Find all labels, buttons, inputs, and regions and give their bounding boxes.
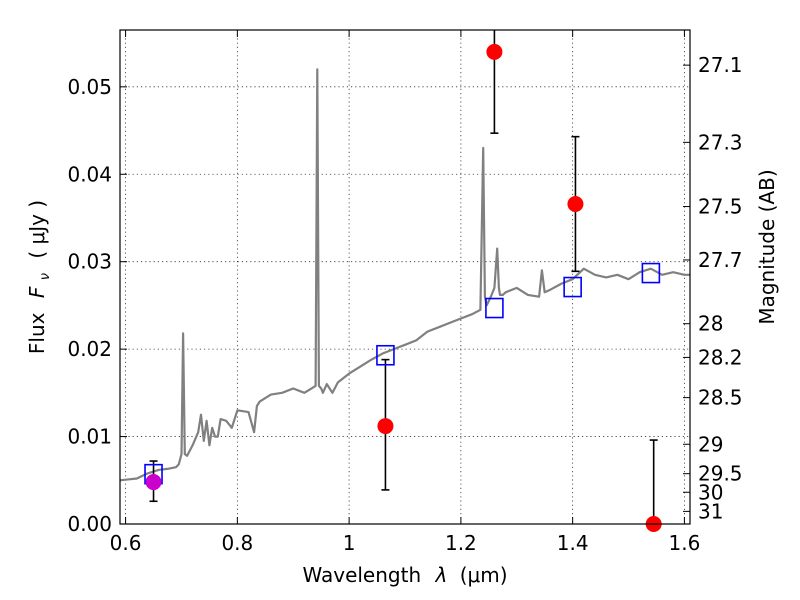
magnitude-tick-label: 27.5 <box>698 195 743 219</box>
magnitude-tick-label: 28 <box>698 312 723 336</box>
y-axis-title-symbol: F <box>25 286 49 298</box>
x-tick-label: 1.4 <box>557 531 589 555</box>
magnitude-tick-label: 29 <box>698 432 723 456</box>
x-axis-title-unit: (μm) <box>460 563 508 587</box>
x-tick-label: 1.2 <box>445 531 477 555</box>
x-axis-title: Wavelength λ (μm) <box>302 563 507 587</box>
plot-frame <box>119 29 691 525</box>
magnitude-tick-label: 28.2 <box>698 345 743 369</box>
magnitude-tick-label: 27.1 <box>698 53 743 77</box>
model-band-square-marker <box>376 344 395 366</box>
magnitude-tick-label: 31 <box>698 499 723 523</box>
x-tick-label: 0.6 <box>110 531 142 555</box>
tick-layer: 0.6 0.8 1 1.2 1.4 1.6 0.00 0.01 0.02 0.03 0.04 0.05… <box>67 30 743 555</box>
x-tick-label: 1 <box>343 531 356 555</box>
x-tick-label: 1.6 <box>669 531 701 555</box>
model-spectrum-line <box>119 68 690 482</box>
magnitude-tick-label: 27.7 <box>698 248 743 272</box>
magnitude-axis-title: Magnitude (AB) <box>755 169 779 324</box>
magnitude-tick-label: 29.5 <box>698 462 743 486</box>
marker-layer <box>144 43 662 532</box>
model-band-square-marker <box>641 262 661 284</box>
y-tick-label: 0.01 <box>67 425 112 449</box>
x-axis-title-symbol: λ <box>435 563 448 587</box>
model-spectrum-layer <box>119 68 690 482</box>
y-tick-label: 0.02 <box>67 337 112 361</box>
observed-flux-point <box>567 195 584 212</box>
magnitude-tick-label: 28.5 <box>698 386 743 410</box>
observed-flux-point <box>145 474 162 491</box>
observed-flux-point <box>486 43 503 60</box>
y-axis-title: Flux F ν ( μJy ) <box>25 200 54 354</box>
y-tick-label: 0.05 <box>67 75 112 99</box>
y-tick-label: 0.00 <box>67 512 112 536</box>
magnitude-tick-label: 27.3 <box>698 130 743 154</box>
y-axis-title-subscript: ν <box>38 273 53 280</box>
x-tick-label: 0.8 <box>221 531 253 555</box>
model-band-square-marker <box>485 297 504 319</box>
x-axis-title-prefix: Wavelength <box>302 563 421 587</box>
observed-flux-point <box>377 418 394 435</box>
magnitude-tick-label: 30 <box>698 480 723 504</box>
y-axis-title-prefix: Flux <box>25 312 49 354</box>
model-band-square-marker <box>563 276 582 298</box>
y-tick-label: 0.03 <box>67 250 112 274</box>
y-tick-label: 0.04 <box>67 162 112 186</box>
y-axis-title-unit: ( μJy ) <box>25 200 49 259</box>
grid-layer <box>120 30 690 524</box>
